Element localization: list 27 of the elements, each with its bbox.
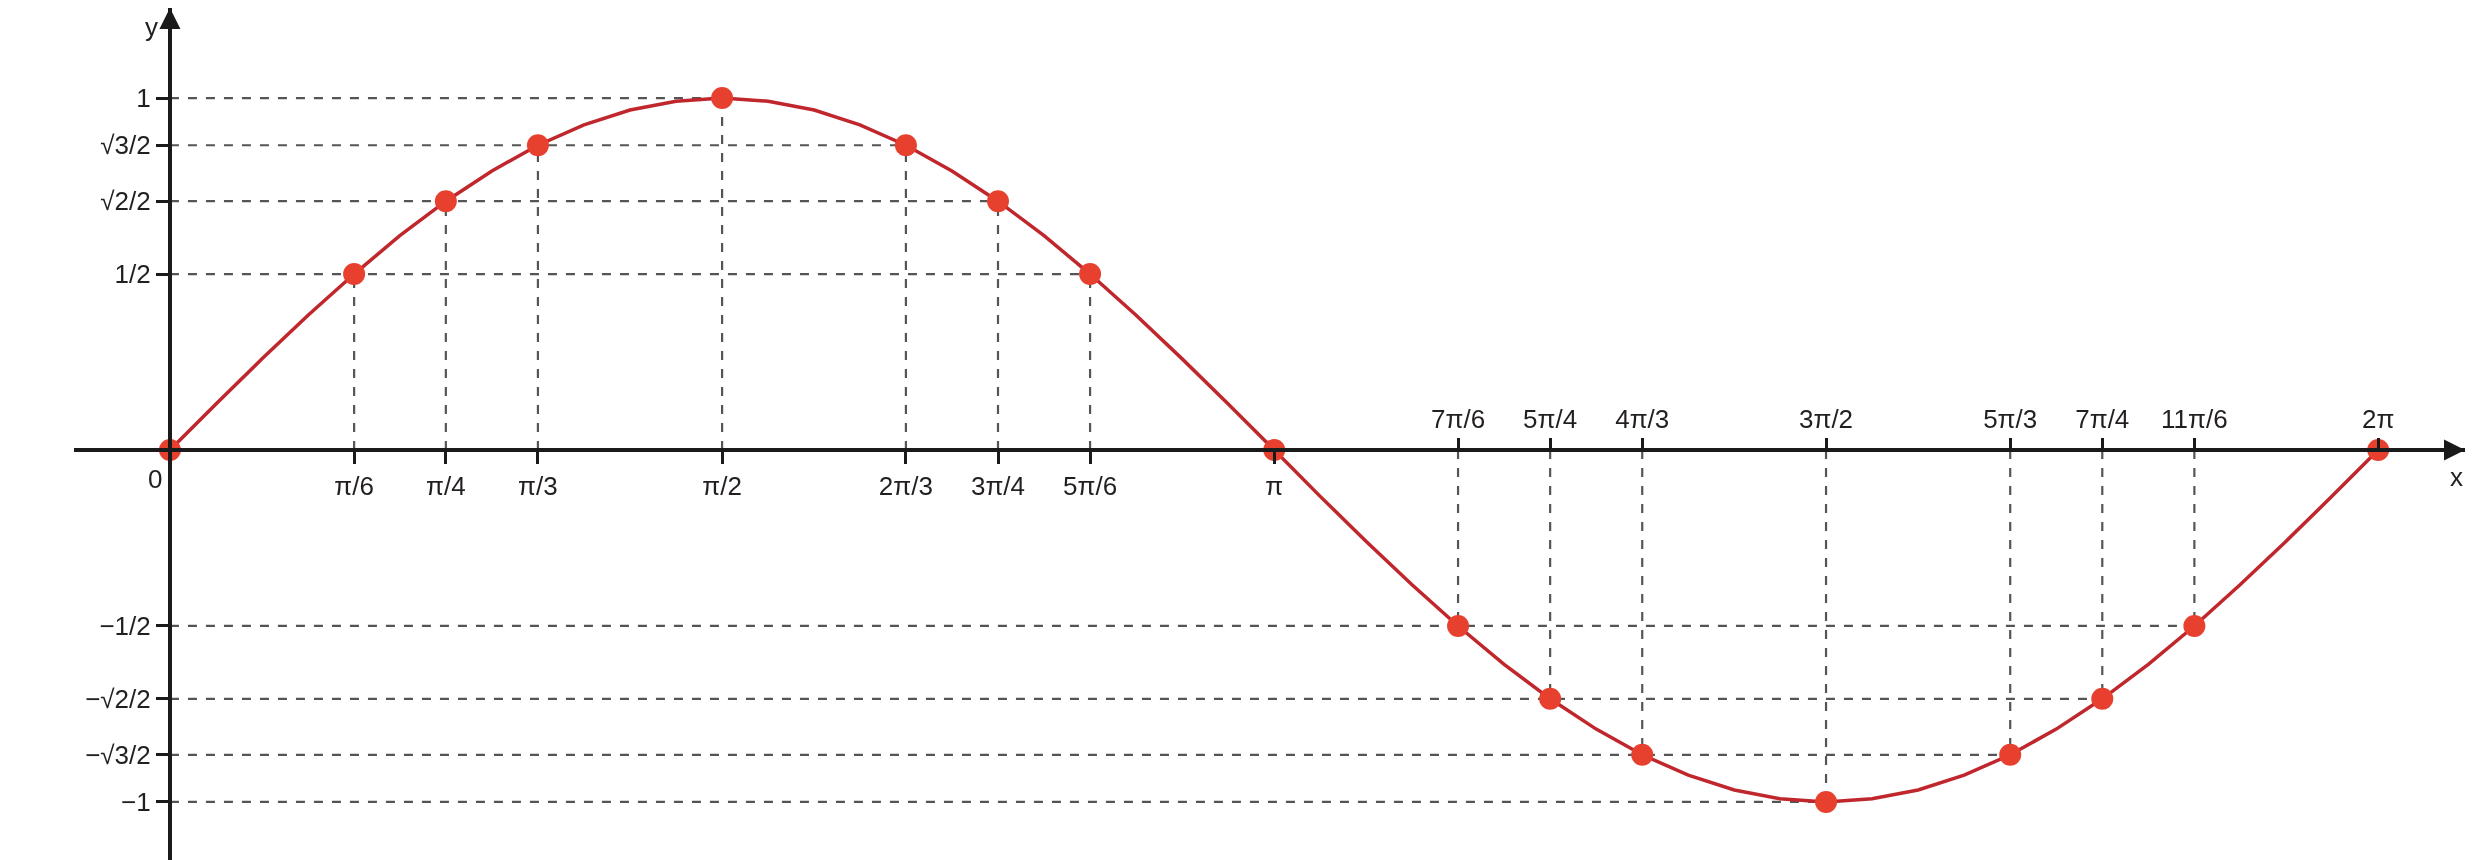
x-tick-label: π/4	[426, 471, 466, 502]
x2-tick-label: 3π/2	[1798, 403, 1854, 434]
x-tick-label: π/2	[702, 471, 742, 502]
y-tick-label: −1/2	[99, 611, 151, 642]
x-tick-label: π/6	[334, 471, 374, 502]
x2-tick-label: 7π/6	[1431, 403, 1486, 434]
x-tick-label: 2π/3	[878, 471, 933, 502]
y-tick-label: 1/2	[114, 259, 151, 290]
x-tick-label: 3π/4	[970, 471, 1026, 502]
y-tick-label: −1	[121, 787, 151, 818]
x-tick-label: 0	[148, 464, 163, 494]
y-tick-label: 1	[136, 83, 151, 114]
x2-tick-label: 5π/3	[1983, 403, 2038, 434]
x-axis-title: x	[2450, 462, 2463, 492]
x2-tick-label: 5π/4	[1523, 403, 1578, 434]
x2-tick-label: 2π	[2361, 403, 2395, 434]
y-axis-title: y	[145, 12, 158, 42]
x2-tick-label: 4π/3	[1615, 403, 1670, 434]
y-tick-label: −√2/2	[85, 683, 151, 714]
x-tick-label: π/3	[518, 471, 558, 502]
x2-tick-label: 11π/6	[2161, 403, 2228, 434]
x-tick-label: 5π/6	[1063, 471, 1118, 502]
y-tick-label: √2/2	[100, 186, 151, 217]
x2-tick-label: 7π/4	[2075, 403, 2130, 434]
x-tick-label: π	[1265, 471, 1284, 502]
y-tick-label: −√3/2	[85, 739, 151, 770]
y-tick-label: √3/2	[100, 130, 151, 161]
